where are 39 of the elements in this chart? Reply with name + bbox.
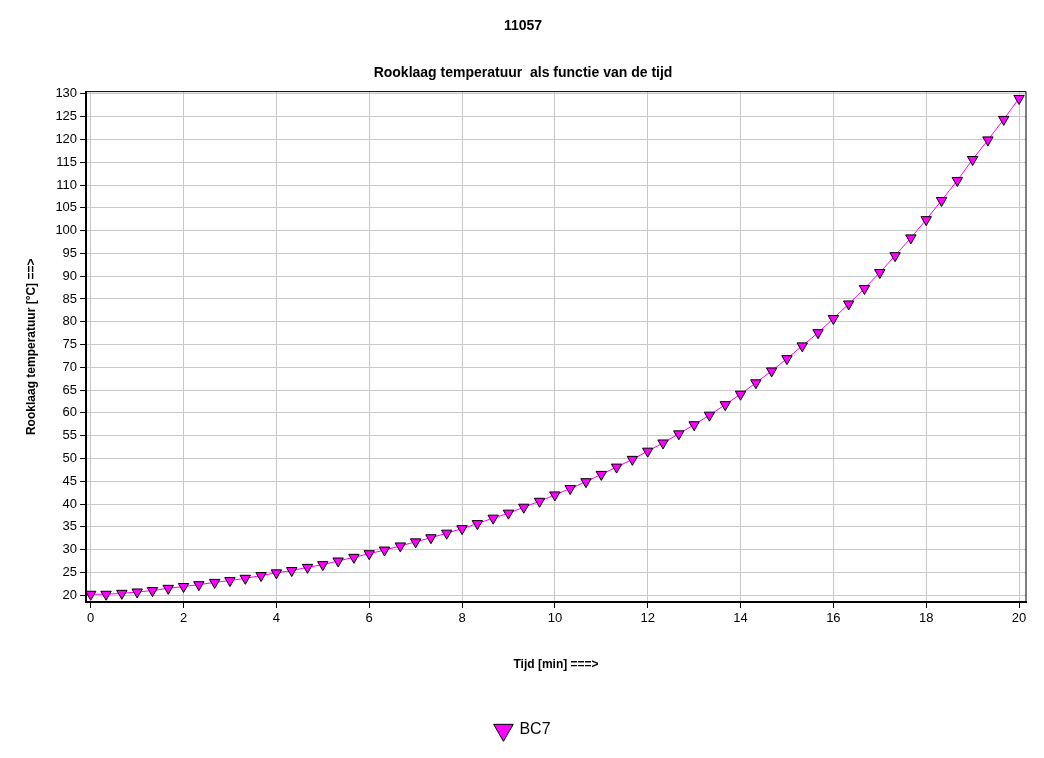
y-tick-label: 30 <box>62 541 78 557</box>
y-axis-title: Rooklaag temperatuur [°C] ==> <box>23 258 38 436</box>
y-tick-label: 70 <box>62 358 78 374</box>
y-tick-label: 55 <box>62 427 78 443</box>
y-tick-label: 65 <box>62 381 78 397</box>
y-tick-label: 80 <box>62 313 78 329</box>
y-tick-label: 90 <box>62 267 78 283</box>
x-tick-label: 20 <box>1011 610 1027 626</box>
x-tick-label: 8 <box>458 610 466 626</box>
chart-title: 11057 <box>503 17 543 34</box>
y-tick-label: 35 <box>62 518 78 534</box>
x-tick-label: 16 <box>826 610 841 626</box>
y-tick-label: 45 <box>62 472 78 488</box>
x-tick-label: 12 <box>640 610 655 626</box>
y-tick-label: 60 <box>62 404 78 420</box>
y-tick-label: 95 <box>62 244 78 260</box>
y-tick-label: 110 <box>56 176 78 192</box>
x-tick-label: 6 <box>365 610 373 626</box>
y-tick-label: 85 <box>62 290 78 306</box>
y-tick-label: 115 <box>56 153 78 169</box>
y-tick-label: 125 <box>55 108 78 124</box>
y-tick-label: 20 <box>62 586 78 602</box>
y-tick-label: 25 <box>62 563 78 579</box>
y-tick-label: 105 <box>55 199 78 215</box>
y-tick-label: 130 <box>55 85 78 101</box>
x-tick-label: 18 <box>918 610 934 626</box>
y-tick-label: 75 <box>62 336 78 352</box>
x-tick-label: 10 <box>547 610 563 626</box>
legend-label: BC7 <box>519 720 551 738</box>
y-tick-label: 100 <box>55 222 78 238</box>
x-tick-label: 0 <box>87 610 95 626</box>
x-tick-label: 14 <box>733 610 748 626</box>
x-tick-label: 2 <box>179 610 188 626</box>
y-tick-label: 50 <box>62 450 78 466</box>
x-tick-label: 4 <box>272 610 281 626</box>
y-tick-label: 40 <box>62 495 78 511</box>
y-tick-label: 120 <box>55 131 78 147</box>
x-axis-title: Tijd [min] ===> <box>513 657 599 672</box>
chart-subtitle: Rooklaag temperatuur als functie van de tijd <box>373 64 673 81</box>
